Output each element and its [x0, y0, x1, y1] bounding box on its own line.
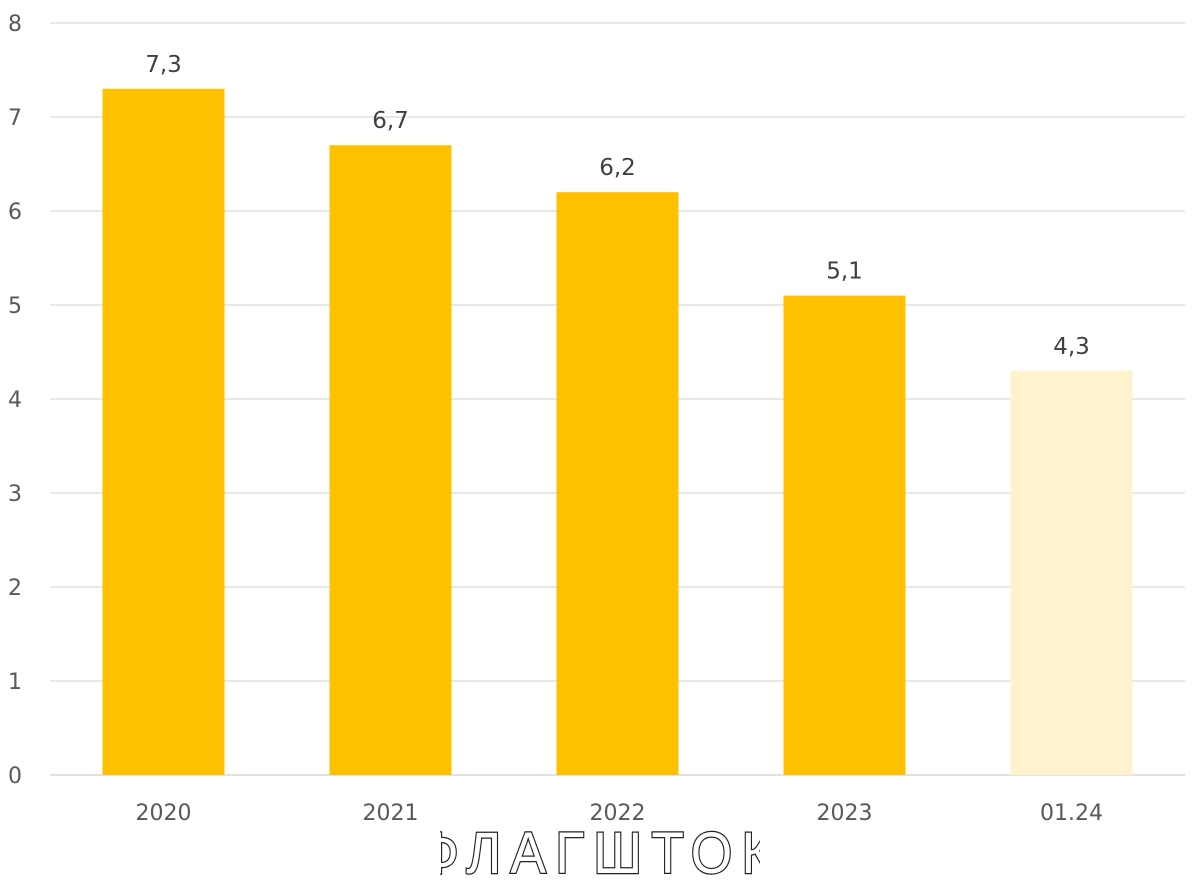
y-tick-label: 5 — [8, 294, 22, 319]
bar-2020 — [102, 88, 225, 776]
x-tick-label: 2023 — [817, 801, 873, 826]
x-axis-ticks: 2020 2021 2022 2023 01.24 — [136, 801, 1103, 826]
y-tick-label: 3 — [8, 482, 22, 507]
bar-2021 — [329, 145, 452, 775]
x-tick-label: 2021 — [363, 801, 419, 826]
x-tick-label: 01.24 — [1040, 801, 1103, 826]
data-label: 4,3 — [1053, 334, 1090, 360]
y-axis-ticks: 0 1 2 3 4 5 6 7 8 — [8, 12, 22, 789]
data-label: 5,1 — [826, 259, 863, 285]
y-tick-label: 6 — [8, 200, 22, 225]
x-tick-label: 2020 — [136, 801, 192, 826]
bar-2022 — [556, 192, 679, 775]
y-tick-label: 2 — [8, 576, 22, 601]
bars — [102, 88, 1133, 776]
data-labels: 7,3 6,7 6,2 5,1 4,3 — [145, 52, 1090, 360]
y-tick-label: 4 — [8, 388, 22, 413]
data-label: 6,7 — [372, 108, 409, 134]
y-tick-label: 0 — [8, 764, 22, 789]
y-tick-label: 8 — [8, 12, 22, 37]
y-tick-label: 1 — [8, 670, 22, 695]
bar-01.24 — [1010, 370, 1133, 775]
data-label: 6,2 — [599, 155, 636, 181]
watermark-text: ФЛАГШТОК — [440, 821, 760, 886]
bar-2023 — [783, 295, 906, 775]
data-label: 7,3 — [145, 52, 182, 78]
y-tick-label: 7 — [8, 106, 22, 131]
watermark-logo: ФЛАГШТОК — [440, 820, 760, 887]
x-tick-label: 2022 — [590, 801, 646, 826]
